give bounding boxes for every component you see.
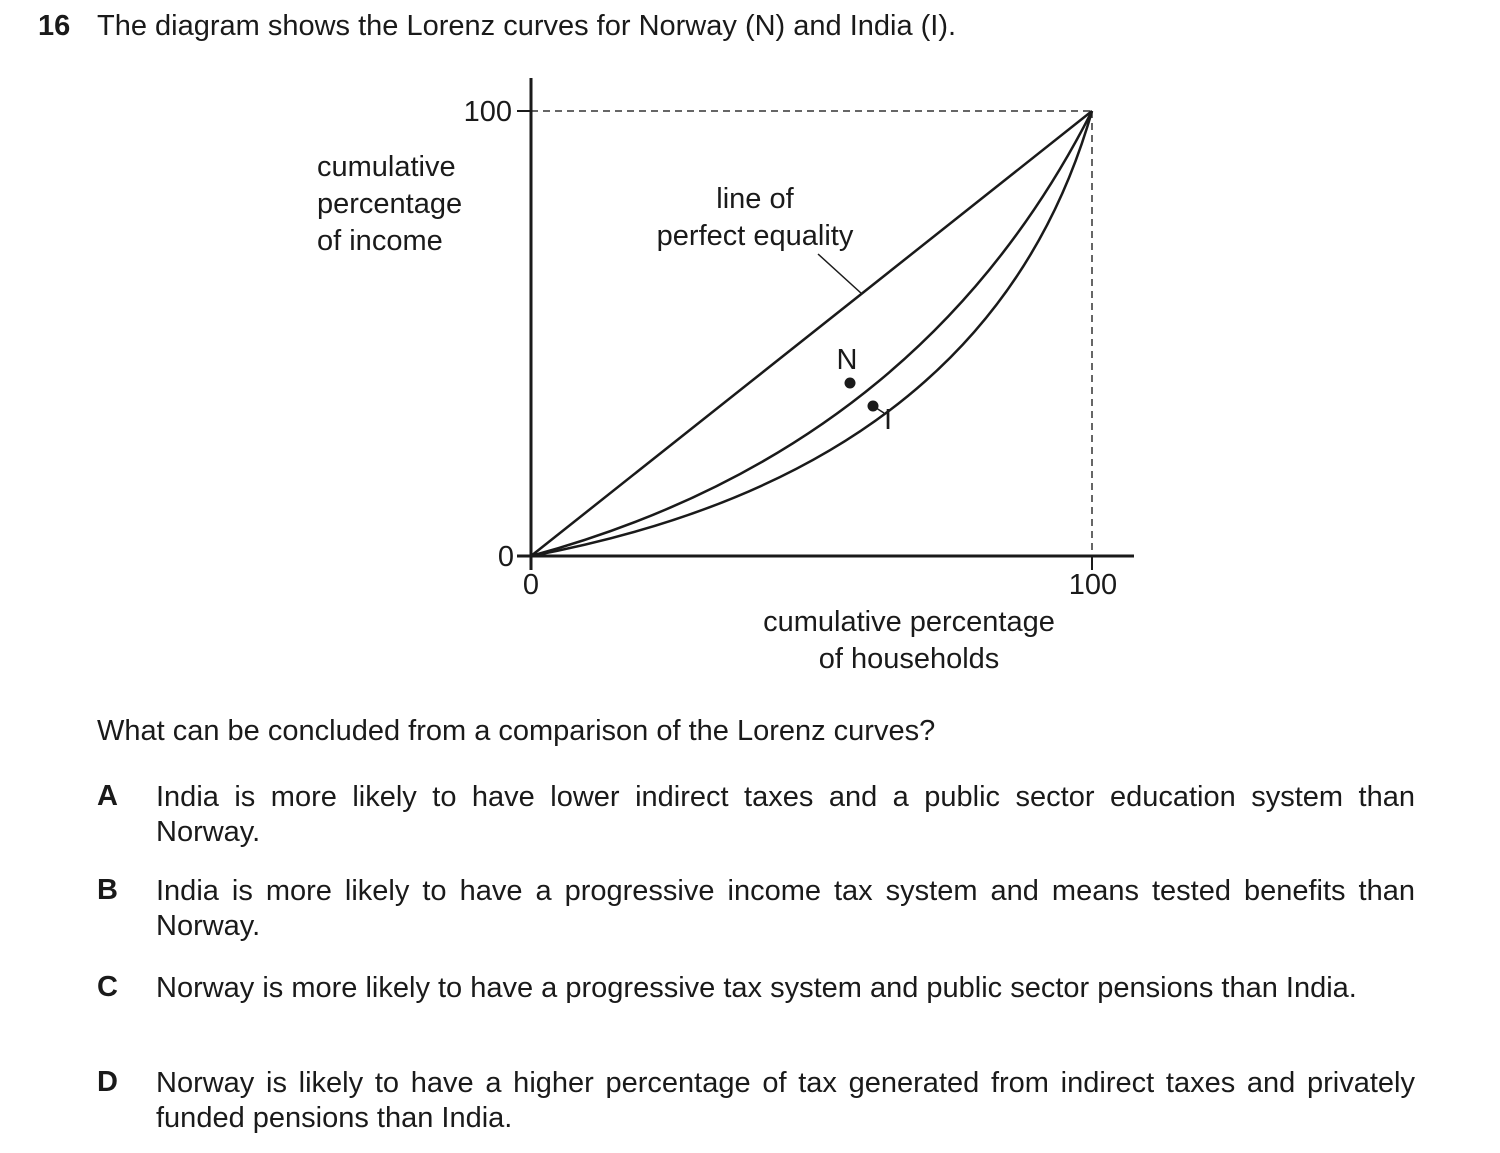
lorenz-diagram: 100 0 0 100 cumulative percentage of inc…: [317, 78, 1134, 675]
question-number: 16: [38, 10, 71, 42]
y-axis-label-line-2: percentage: [317, 188, 462, 220]
india-label-leader: [872, 405, 885, 414]
x-tick-label-100: 100: [1069, 569, 1117, 601]
norway-point: [844, 377, 856, 389]
option-letter: C: [97, 971, 118, 1003]
x-axis-label-line-1: cumulative percentage: [763, 606, 1055, 638]
perfect-equality-line: [530, 110, 1093, 557]
option-text: Norway is likely to have a higher percen…: [156, 1067, 1415, 1134]
y-axis-label-line-3: of income: [317, 225, 443, 257]
equality-label-line-1: line of: [716, 183, 794, 215]
x-axis-label-line-2: of households: [819, 643, 1000, 675]
y-axis-label-line-1: cumulative: [317, 151, 456, 183]
option-text: India is more likely to have lower indir…: [156, 781, 1415, 848]
india-curve-label: I: [884, 404, 892, 436]
option-text: Norway is more likely to have a progress…: [156, 972, 1357, 1004]
question-stem: The diagram shows the Lorenz curves for …: [97, 10, 957, 42]
norway-lorenz-curve: [530, 110, 1094, 558]
option-text: India is more likely to have a progressi…: [156, 875, 1415, 942]
equality-label-line-2: perfect equality: [657, 220, 854, 252]
y-tick-label-0: 0: [498, 541, 514, 573]
option-letter: B: [97, 874, 118, 906]
equality-label-leader: [817, 253, 863, 295]
norway-curve-label: N: [837, 344, 858, 376]
india-lorenz-curve: [530, 110, 1094, 558]
option-letter: D: [97, 1066, 118, 1098]
option-letter: A: [97, 780, 118, 812]
y-tick-label-100: 100: [464, 96, 512, 128]
question-prompt: What can be concluded from a comparison …: [97, 715, 936, 747]
x-tick-label-0: 0: [523, 569, 539, 601]
